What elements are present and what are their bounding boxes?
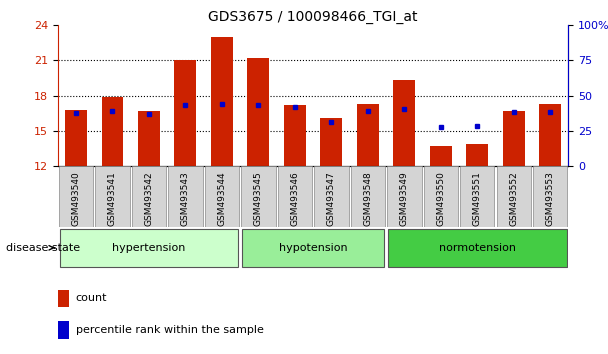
Text: GSM493545: GSM493545 — [254, 171, 263, 226]
Text: hypertension: hypertension — [112, 243, 185, 253]
Bar — [247, 58, 269, 166]
Text: GSM493541: GSM493541 — [108, 171, 117, 226]
Text: GSM493547: GSM493547 — [327, 171, 336, 226]
Bar — [387, 166, 421, 227]
Bar — [314, 166, 348, 227]
Text: hypotension: hypotension — [279, 243, 347, 253]
Bar — [60, 229, 238, 267]
Bar — [102, 97, 123, 166]
Bar — [284, 105, 306, 166]
Bar — [388, 229, 567, 267]
Bar — [503, 111, 525, 166]
Bar — [211, 36, 233, 166]
Bar — [95, 166, 130, 227]
Text: normotension: normotension — [439, 243, 516, 253]
Title: GDS3675 / 100098466_TGI_at: GDS3675 / 100098466_TGI_at — [209, 10, 418, 24]
Bar — [132, 166, 166, 227]
Bar — [168, 166, 202, 227]
Bar — [58, 290, 69, 307]
Text: GSM493552: GSM493552 — [510, 171, 518, 226]
Text: GSM493549: GSM493549 — [400, 171, 409, 226]
Bar — [174, 60, 196, 166]
Bar — [242, 229, 384, 267]
Text: disease state: disease state — [6, 243, 80, 253]
Text: GSM493546: GSM493546 — [291, 171, 299, 226]
Bar — [59, 166, 93, 227]
Bar — [533, 166, 567, 227]
Text: count: count — [75, 293, 107, 303]
Bar — [138, 111, 160, 166]
Bar — [241, 166, 275, 227]
Bar — [466, 144, 488, 166]
Text: GSM493543: GSM493543 — [181, 171, 190, 226]
Text: percentile rank within the sample: percentile rank within the sample — [75, 325, 263, 335]
Text: GSM493540: GSM493540 — [72, 171, 80, 226]
Text: GSM493542: GSM493542 — [145, 171, 153, 226]
Bar — [58, 321, 69, 339]
Text: GSM493544: GSM493544 — [218, 171, 226, 226]
Bar — [357, 104, 379, 166]
Bar — [351, 166, 385, 227]
Bar — [65, 110, 87, 166]
Bar — [320, 118, 342, 166]
Bar — [430, 146, 452, 166]
Text: GSM493548: GSM493548 — [364, 171, 372, 226]
Text: GSM493550: GSM493550 — [437, 171, 445, 226]
Bar — [424, 166, 458, 227]
Bar — [278, 166, 312, 227]
Bar — [497, 166, 531, 227]
Bar — [460, 166, 494, 227]
Bar — [539, 104, 561, 166]
Bar — [205, 166, 239, 227]
Bar — [393, 80, 415, 166]
Text: GSM493553: GSM493553 — [546, 171, 554, 226]
Text: GSM493551: GSM493551 — [473, 171, 482, 226]
